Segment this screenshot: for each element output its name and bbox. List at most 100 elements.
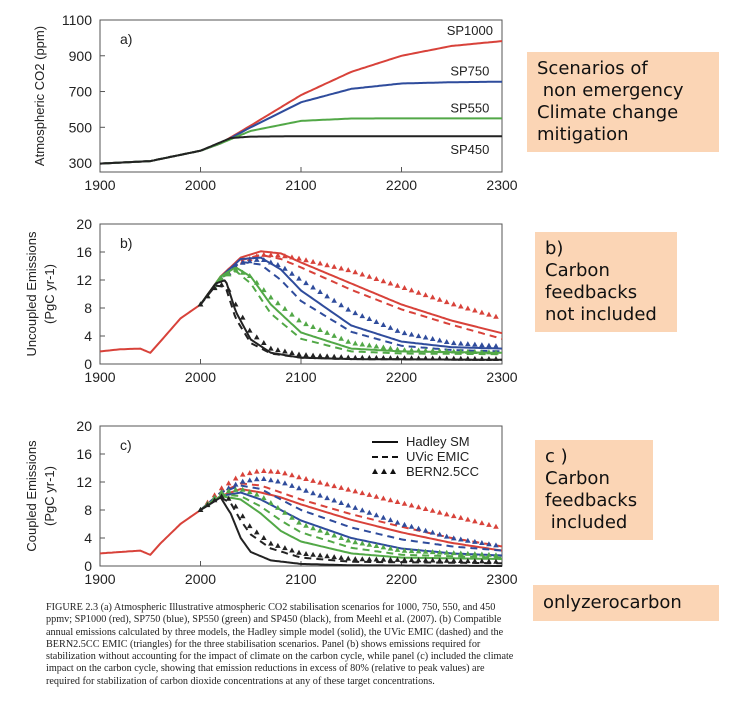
x-tick-label: 2300 [486,571,517,587]
triangle-point [415,289,422,295]
series-triangles [197,468,499,529]
figure-caption: FIGURE 2.3 (a) Atmospheric Illustrative … [46,602,514,687]
triangle-point [296,549,302,555]
legend-label: UVic EMIC [406,449,469,464]
legend-label: BERN2.5CC [406,464,479,479]
triangle-point [401,347,408,353]
triangle-point [246,523,253,529]
triangle-point [472,551,478,557]
series-label: SP450 [450,142,489,157]
triangle-point [479,520,485,526]
triangle-point [415,548,422,554]
triangle-point [310,525,316,531]
triangle-point [225,286,232,292]
x-tick-label: 2000 [185,571,216,587]
triangle-point [366,491,373,497]
triangle-point [352,269,359,275]
triangle-point [303,487,309,493]
note-line: Climate change [537,102,679,123]
triangle-point [394,498,401,504]
triangle-point [324,329,330,335]
triangle-point [373,343,380,349]
triangle-point [246,489,253,495]
triangle-point [422,557,429,563]
annotation-feedbacks-not-included: b) Carbon feedbacks not included [535,232,677,332]
triangle-point [366,316,373,322]
triangle-point [373,354,380,360]
series-triangles [197,493,499,564]
triangle-point [225,488,232,494]
triangle-point [465,355,471,361]
triangle-point [493,343,499,349]
triangle-point [268,477,274,483]
triangle-point [394,355,401,361]
triangle-point [380,321,387,327]
triangle-point [352,539,359,545]
triangle-point [457,550,464,556]
triangle-point [352,504,359,510]
triangle-point [303,352,309,358]
triangle-point [457,303,464,309]
triangle-point [268,259,274,265]
series-line-dashed [199,482,503,548]
triangle-point [387,345,394,351]
triangle-point [232,503,239,509]
triangle-point [366,273,373,279]
triangle-point [465,516,471,522]
triangle-point [261,495,267,501]
figure-canvas: 1900 2000 2100 2200 23003005007009001100a)At… [24,12,518,587]
triangle-point [373,319,380,324]
triangle-point [289,350,295,356]
legend-swatch-triangle [381,468,387,474]
triangle-point [352,310,359,316]
triangle-point [239,269,246,275]
triangle-point [317,260,323,266]
triangle-point [394,346,401,352]
triangle-point [296,255,302,261]
triangle-point [380,514,387,520]
triangle-point [345,338,352,344]
triangle-point [479,349,485,355]
triangle-point [296,317,302,323]
triangle-point [465,341,471,347]
series-triangles [197,281,499,362]
triangle-point [479,558,485,564]
triangle-point [324,481,330,487]
triangle-point [479,342,485,348]
annotation-feedbacks-included: c ) Carbon feedbacks included [535,440,653,540]
triangle-point [408,355,415,361]
triangle-point [289,547,295,553]
x-tick-label: 2300 [486,369,517,385]
triangle-point [310,477,316,483]
triangle-point [465,348,471,354]
triangle-point [317,288,323,294]
triangle-point [422,334,429,340]
triangle-point [436,348,443,354]
triangle-point [387,280,394,286]
panel-b: 1900 2000 2100 2200 2300 0 4 8 12 16 20 b) Uncoupled… [24,216,518,385]
note-line: feedbacks [545,282,638,303]
triangle-point [239,513,246,519]
triangle-point [486,551,492,557]
triangle-point [373,543,380,549]
series-line [99,250,503,354]
triangle-point [253,476,260,482]
y-axis-unit: (PgC yr-1) [42,466,57,526]
triangle-point [261,339,267,345]
triangle-point [366,509,373,515]
triangle-point [436,557,443,563]
triangle-point [331,497,337,503]
triangle-point [282,509,288,515]
triangle-point [479,540,485,546]
triangle-point [225,485,232,491]
legend-swatch-triangle [372,468,378,474]
triangle-point [450,557,457,563]
triangle-point [479,551,485,557]
note-line: mitigation [537,124,629,145]
triangle-point [457,514,464,520]
triangle-point [429,294,436,300]
y-tick-label: 500 [69,119,93,135]
triangle-point [380,544,387,550]
triangle-point [331,554,337,560]
triangle-point [303,257,309,263]
